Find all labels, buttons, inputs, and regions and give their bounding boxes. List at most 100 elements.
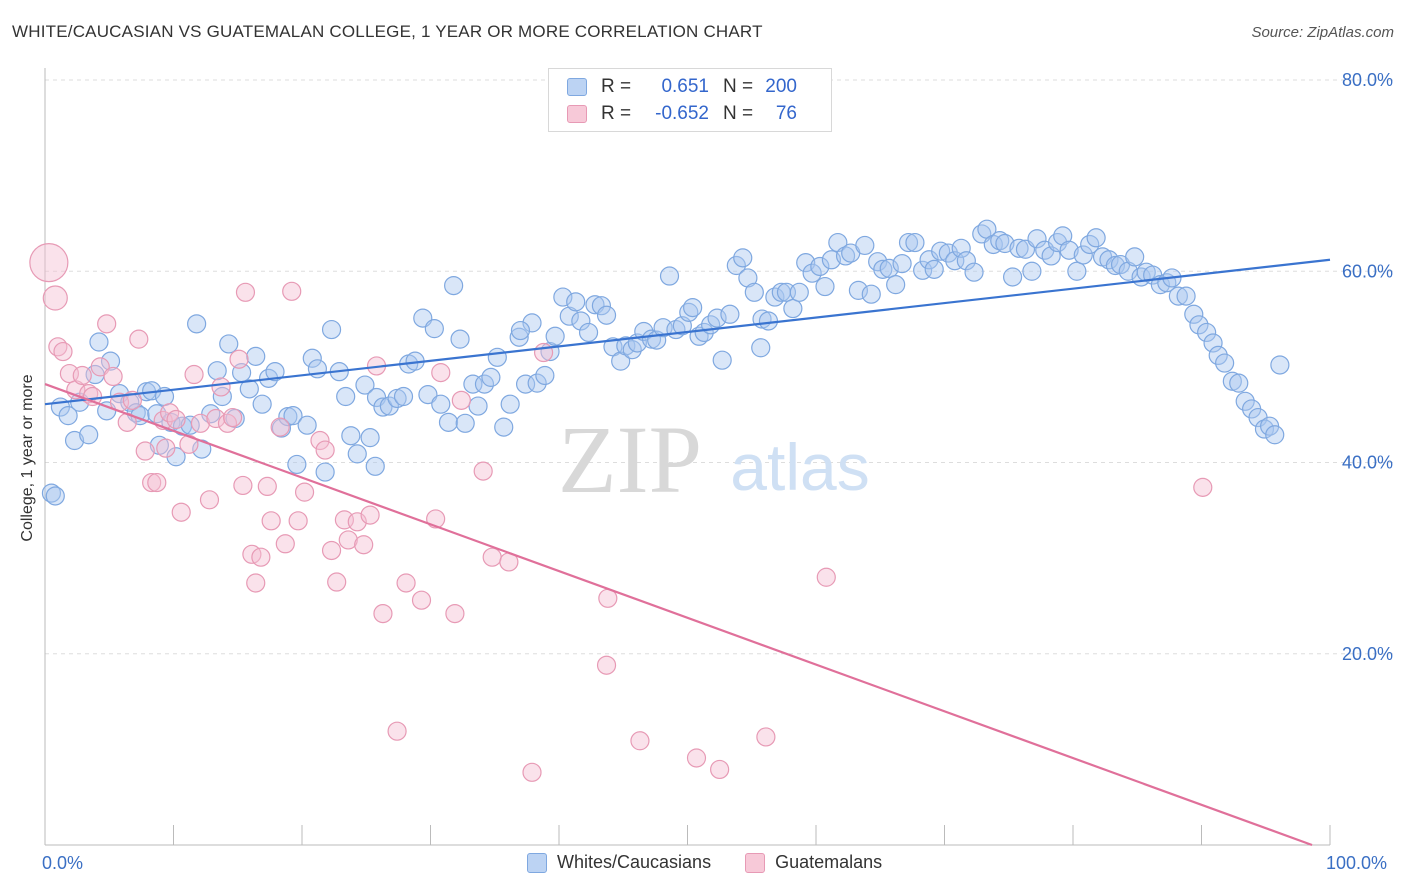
legend-n-label: N = [723, 76, 754, 97]
x-tick-label-min: 0.0% [42, 853, 84, 873]
legend-r-value: -0.652 [655, 103, 709, 124]
legend-row-whites: R = 0.651 N = 200 [567, 75, 797, 99]
legend-r-value: 0.651 [661, 76, 709, 97]
point-whites [848, 280, 869, 300]
point-guatemalans [338, 530, 358, 550]
point-guatemalans [29, 243, 69, 283]
point-guatemalans [710, 759, 730, 780]
point-whites [1229, 373, 1249, 393]
point-guatemalans [235, 282, 256, 302]
point-guatemalans [103, 366, 123, 387]
point-guatemalans [431, 363, 451, 383]
y-tick-labels: 20.0% 40.0% 60.0% 80.0% [1342, 70, 1393, 664]
point-guatemalans [396, 573, 416, 593]
point-whites [1197, 322, 1217, 343]
chart-title: WHITE/CAUCASIAN VS GUATEMALAN COLLEGE, 1… [12, 22, 763, 41]
y-tick-label: 80.0% [1342, 70, 1393, 90]
point-whites [1203, 333, 1223, 353]
point-whites [463, 374, 483, 394]
point-guatemalans [166, 409, 186, 430]
point-whites [738, 268, 758, 288]
point-guatemalans [596, 655, 617, 675]
point-whites [726, 255, 746, 276]
point-whites [1184, 304, 1204, 324]
point-whites [990, 231, 1010, 251]
point-guatemalans [72, 365, 92, 386]
point-guatemalans [360, 505, 380, 525]
point-whites [355, 375, 375, 395]
point-guatemalans [321, 540, 342, 561]
y-tick-label: 60.0% [1342, 261, 1393, 281]
point-guatemalans [630, 731, 650, 751]
point-whites [1009, 238, 1029, 258]
point-guatemalans [53, 341, 73, 362]
point-whites [393, 386, 414, 407]
point-whites [1086, 228, 1106, 248]
point-guatemalans [473, 461, 493, 481]
point-guatemalans [147, 472, 167, 493]
point-guatemalans [223, 407, 243, 428]
point-whites [287, 454, 307, 475]
source-credit: Source: ZipAtlas.com [1251, 24, 1394, 41]
point-whites [64, 430, 85, 451]
point-guatemalans [171, 502, 191, 522]
point-guatemalans [184, 364, 204, 385]
x-tick-label-max: 100.0% [1326, 853, 1388, 873]
point-guatemalans [217, 413, 238, 433]
legend-r-label: R = [601, 103, 632, 124]
trend-line-whites [44, 258, 1331, 406]
point-guatemalans [251, 547, 271, 567]
point-whites [58, 406, 78, 426]
y-tick-label: 40.0% [1342, 453, 1393, 473]
point-whites [89, 332, 109, 352]
point-whites [591, 296, 612, 316]
point-guatemalans [82, 386, 103, 407]
legend-item-whites: Whites/Caucasians [527, 852, 711, 873]
axes [44, 68, 1331, 846]
point-guatemalans [482, 547, 502, 567]
point-whites [161, 412, 181, 432]
point-whites [712, 350, 732, 370]
point-whites [341, 426, 361, 446]
point-whites [336, 386, 356, 407]
point-whites [1215, 353, 1235, 373]
point-whites [468, 396, 488, 416]
point-guatemalans [233, 475, 253, 496]
point-whites [79, 425, 99, 445]
trend-lines [44, 258, 1331, 847]
point-whites [553, 287, 573, 307]
point-whites [1265, 425, 1285, 445]
point-guatemalans [270, 417, 290, 437]
watermark-atlas: atlas [730, 430, 869, 504]
point-guatemalans [206, 408, 226, 429]
point-guatemalans [533, 342, 554, 363]
point-whites [365, 456, 385, 476]
point-whites [1067, 261, 1087, 281]
point-guatemalans [275, 534, 295, 554]
point-whites [1059, 240, 1079, 260]
point-whites [855, 235, 875, 256]
point-guatemalans [686, 748, 707, 768]
point-guatemalans [315, 440, 335, 460]
point-guatemalans [135, 441, 155, 461]
legend-swatch-whites [527, 852, 547, 873]
legend-label-guatemalans: Guatemalans [775, 852, 883, 872]
point-whites [297, 415, 317, 435]
legend-swatch-guatemalans [745, 852, 766, 873]
point-whites [487, 347, 507, 367]
point-whites [431, 394, 451, 414]
point-whites [566, 292, 586, 312]
point-whites [951, 238, 971, 258]
point-whites [720, 304, 740, 324]
point-whites [694, 322, 714, 343]
point-whites [931, 241, 951, 261]
point-guatemalans [1193, 477, 1213, 497]
point-whites [892, 254, 912, 274]
point-guatemalans [199, 490, 220, 510]
legend-swatch-guatemalans [567, 105, 587, 123]
point-whites [424, 319, 444, 339]
point-whites [578, 322, 599, 343]
point-whites [239, 379, 259, 399]
series-guatemalans-points [29, 243, 1213, 782]
